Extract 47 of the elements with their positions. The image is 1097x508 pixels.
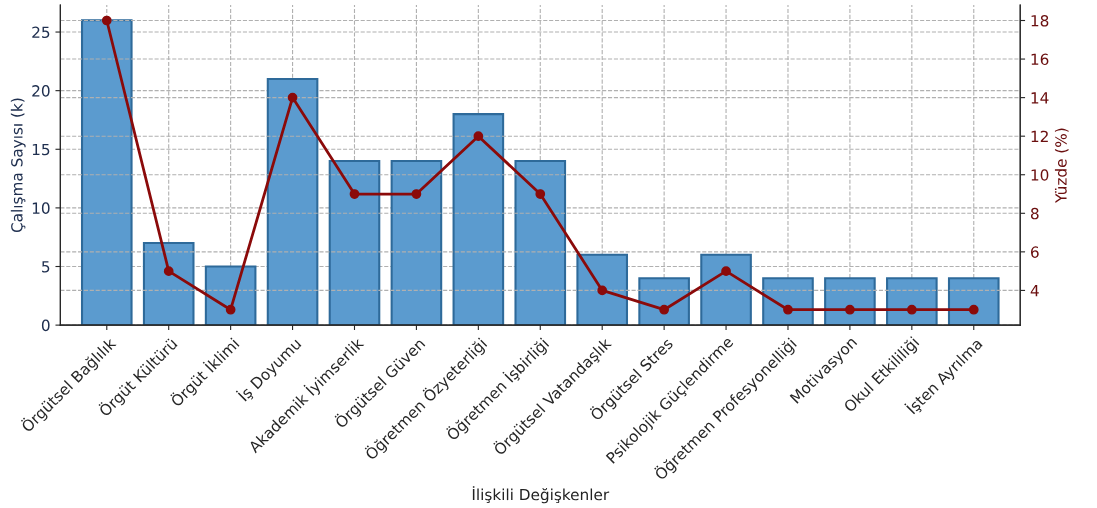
bar xyxy=(700,253,752,326)
point xyxy=(783,304,793,315)
point xyxy=(597,285,608,296)
point xyxy=(349,189,360,199)
bar xyxy=(576,253,629,326)
point xyxy=(906,304,917,315)
bar xyxy=(80,19,133,326)
bar xyxy=(947,277,1000,326)
point xyxy=(225,304,236,315)
x-axis-title: İlişkili Değişkenler xyxy=(472,486,610,504)
y-tick-label: 15 xyxy=(32,143,50,156)
y-tick-label: 10 xyxy=(32,202,50,214)
bar xyxy=(328,159,381,326)
point xyxy=(721,266,731,276)
bar xyxy=(824,277,876,326)
y-tick-label: 20 xyxy=(32,85,50,97)
y2-tick-label: 10 xyxy=(1031,169,1049,181)
point xyxy=(473,131,484,142)
y2-tick-label: 8 xyxy=(1030,207,1039,220)
point xyxy=(968,304,979,315)
y-tick-label: 0 xyxy=(41,319,50,332)
y2-tick-label: 14 xyxy=(1031,92,1049,104)
bar xyxy=(514,159,567,326)
point xyxy=(163,266,174,276)
point xyxy=(411,189,422,199)
point xyxy=(535,189,546,199)
bar xyxy=(390,159,443,326)
bar xyxy=(886,277,938,326)
bar xyxy=(452,113,505,326)
point xyxy=(845,304,855,315)
y2-tick-label: 12 xyxy=(1031,130,1048,142)
y-tick-label: 5 xyxy=(42,261,50,273)
bar xyxy=(266,77,319,326)
y2-axis-title: Yüzde (%) xyxy=(1054,128,1069,203)
y2-tick-label: 18 xyxy=(1031,14,1049,27)
y2-tick-label: 4 xyxy=(1030,285,1039,297)
y-tick-label: 25 xyxy=(32,26,50,39)
bar xyxy=(142,242,195,326)
y2-tick-label: 6 xyxy=(1031,246,1039,258)
point xyxy=(659,304,669,315)
bar xyxy=(762,277,814,326)
y-axis-title: Çalışma Sayısı (k) xyxy=(10,98,26,233)
bar xyxy=(638,277,690,326)
point xyxy=(287,92,298,103)
y2-tick-label: 16 xyxy=(1031,53,1049,66)
bar xyxy=(204,265,257,326)
point xyxy=(101,15,112,26)
